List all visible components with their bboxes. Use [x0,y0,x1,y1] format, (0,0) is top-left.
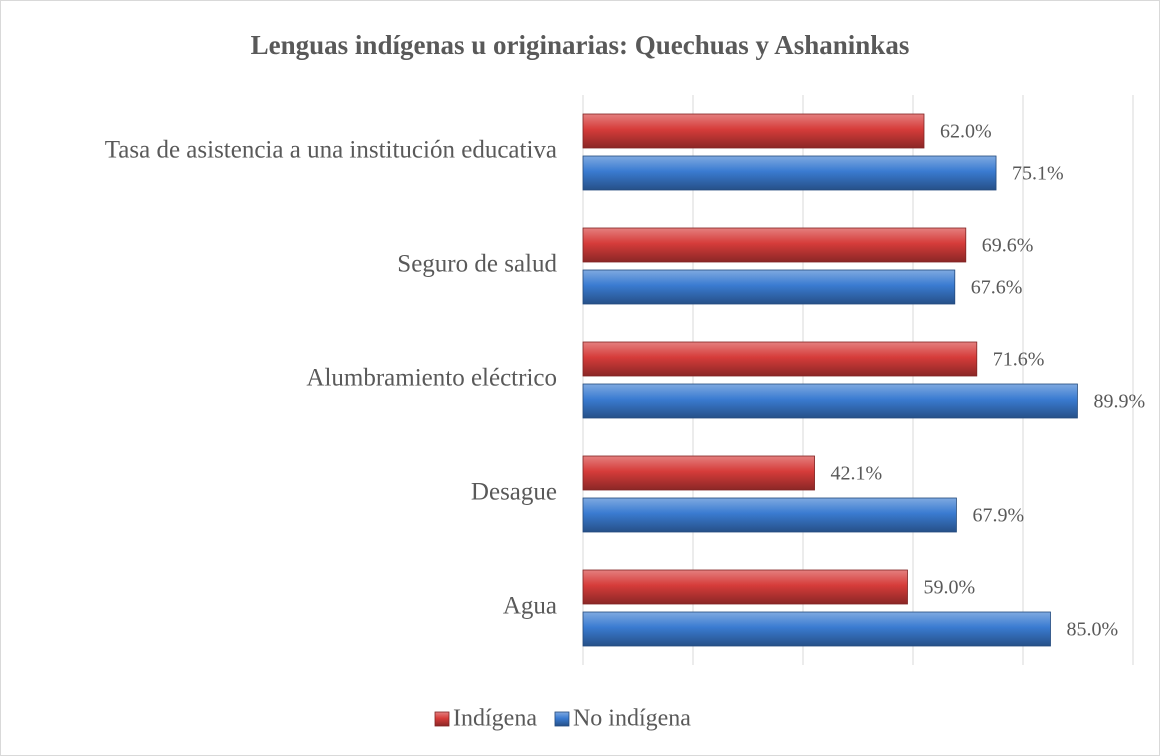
data-label: 89.9% [1093,391,1145,413]
data-label: 69.6% [982,235,1034,257]
data-label: 59.0% [924,577,976,599]
data-label: 62.0% [940,121,992,143]
bar [582,569,908,605]
bar [582,341,978,377]
data-label: 71.6% [993,349,1045,371]
bar [582,227,967,263]
legend-swatch [434,711,450,727]
bar [582,269,956,305]
bar [582,611,1051,647]
bar [582,155,997,191]
bar [582,113,925,149]
data-label: 85.0% [1067,619,1119,641]
category-label: Agua [503,593,557,620]
data-label: 75.1% [1012,163,1064,185]
data-label: 42.1% [831,463,883,485]
bar [582,497,957,533]
bar [582,383,1078,419]
data-label: 67.9% [972,505,1024,527]
legend-label: Indígena [453,706,537,732]
category-label: Seguro de salud [397,251,557,278]
category-label: Desague [471,479,557,506]
bar [582,455,815,491]
chart-title: Lenguas indígenas u originarias: Quechua… [251,30,910,60]
category-label: Alumbramiento eléctrico [306,365,557,392]
data-label: 67.6% [971,277,1023,299]
legend-label: No indígena [573,706,691,732]
category-label: Tasa de asistencia a una institución edu… [105,137,557,164]
legend-swatch [554,711,570,727]
